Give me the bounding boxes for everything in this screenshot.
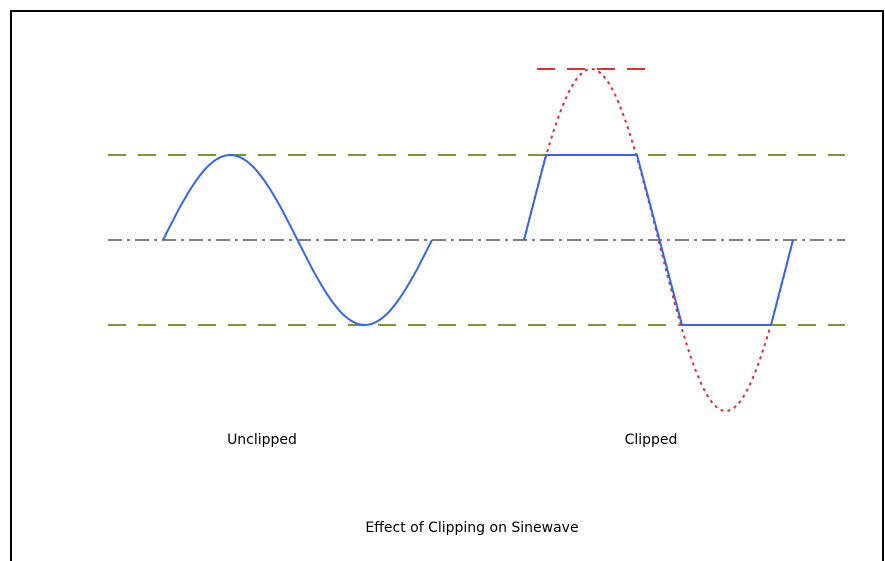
ideal-wave (523, 67, 794, 413)
unclipped-label: Unclipped (227, 432, 297, 448)
clipped-wave (523, 154, 794, 326)
clipped-label: Clipped (625, 432, 678, 448)
frame (10, 10, 884, 561)
caption: Effect of Clipping on Sinewave (365, 520, 578, 536)
unclipped-wave (162, 153, 433, 327)
